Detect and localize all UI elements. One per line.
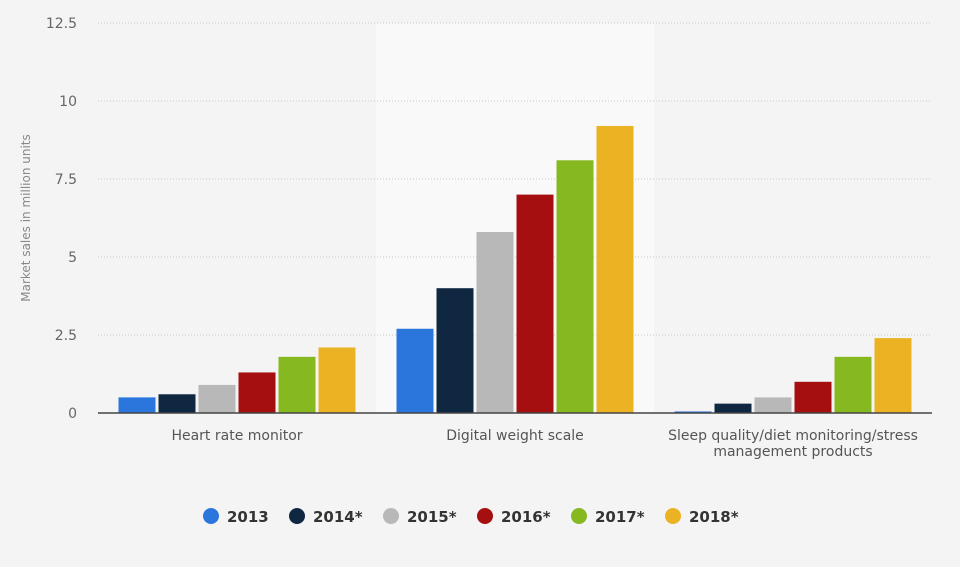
bar[interactable] [874,338,912,413]
legend-item[interactable]: 2017* [571,508,645,526]
legend-swatch [571,508,587,524]
legend-swatch [289,508,305,524]
bar[interactable] [118,397,156,413]
legend-label: 2015* [407,508,457,526]
legend-swatch [383,508,399,524]
y-tick-label: 5 [68,250,77,266]
x-category-label: Heart rate monitor [171,428,302,444]
x-axis-categories: Heart rate monitor Digital weight scale Sl… [171,428,917,460]
y-tick-label: 2.5 [55,328,77,344]
bar[interactable] [238,372,276,413]
legend-item[interactable]: 2018* [665,508,739,526]
x-category-label: Digital weight scale [446,428,584,444]
bar[interactable] [516,194,554,413]
legend-label: 2013 [227,508,269,526]
legend-swatch [665,508,681,524]
bar[interactable] [318,347,356,413]
bar[interactable] [556,160,594,413]
bar[interactable] [158,394,196,413]
bar[interactable] [834,356,872,413]
bar[interactable] [198,384,236,413]
y-axis-title: Market sales in million units [19,134,33,302]
legend-label: 2016* [501,508,551,526]
legend-item[interactable]: 2014* [289,508,363,526]
bars [118,125,912,414]
legend-item[interactable]: 2015* [383,508,457,526]
legend-swatch [203,508,219,524]
gridlines [98,22,932,336]
x-category-label: Sleep quality/diet monitoring/stress mana… [668,428,918,460]
legend-label: 2014* [313,508,363,526]
y-axis-ticks: 0 2.5 5 7.5 10 12.5 [46,16,77,422]
y-tick-label: 12.5 [46,16,77,32]
legend-swatch [477,508,493,524]
legend[interactable]: 2013 2014* 2015* 2016* 2017* 2018* [203,508,739,526]
bar[interactable] [396,328,434,413]
bar[interactable] [714,403,752,413]
y-tick-label: 7.5 [55,172,77,188]
bar[interactable] [674,411,712,413]
y-tick-label: 0 [68,406,77,422]
bar[interactable] [278,356,316,413]
bar[interactable] [754,397,792,413]
bar[interactable] [794,381,832,413]
bar[interactable] [476,232,514,413]
legend-label: 2017* [595,508,645,526]
legend-label: 2018* [689,508,739,526]
legend-item[interactable]: 2016* [477,508,551,526]
y-tick-label: 10 [59,94,77,110]
bar[interactable] [436,288,474,413]
legend-item[interactable]: 2013 [203,508,269,526]
bar[interactable] [596,125,634,414]
